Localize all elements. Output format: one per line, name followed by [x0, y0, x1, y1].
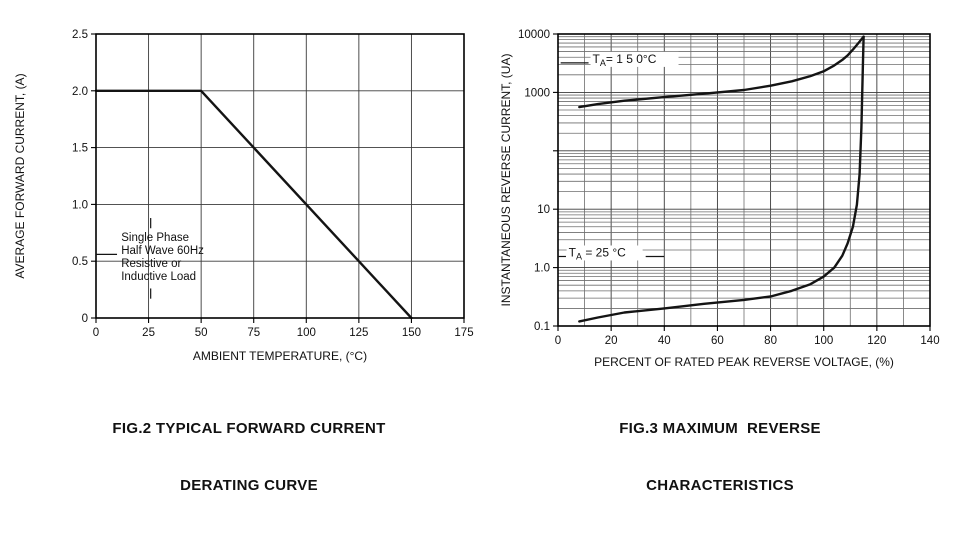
x-tick-label: 60 — [711, 335, 724, 347]
fig2-caption: FIG.2 TYPICAL FORWARD CURRENT DERATING C… — [112, 381, 385, 533]
series-reverse-current-ta-25c — [578, 35, 865, 323]
x-tick-label: 150 — [402, 327, 421, 339]
y-axis-label: INSTANTANEOUS REVERSE CURRENT, (UA) — [499, 54, 513, 307]
datasheet-figures-page: 0 25 50 75 100 125 150 175 0 0.5 1.0 1.5 2.0 2.5 AMBIE… — [13, 29, 940, 494]
y-tick-label: 0.5 — [72, 256, 88, 268]
x-tick-label: 175 — [454, 327, 473, 339]
x-tick-label: 20 — [605, 335, 618, 347]
series-reverse-current-ta-150c — [578, 35, 865, 109]
y-tick-label: 1.0 — [72, 199, 88, 211]
x-tick-label: 75 — [247, 327, 260, 339]
x-axis-label: AMBIENT TEMPERATURE, (°C) — [193, 349, 367, 363]
fig2-caption-line1: FIG.2 TYPICAL FORWARD CURRENT — [112, 420, 386, 437]
annotation-line: Resistive or — [121, 258, 181, 270]
y-tick-label: 2.5 — [72, 29, 88, 41]
x-tick-label: 25 — [142, 327, 155, 339]
x-axis-label: PERCENT OF RATED PEAK REVERSE VOLTAGE, (… — [594, 355, 894, 369]
x-tick-label: 100 — [814, 335, 833, 347]
y-tick-label: 10000 — [518, 29, 550, 41]
annotation-line: Inductive Load — [121, 271, 196, 283]
annotation-line: Half Wave 60Hz — [121, 245, 204, 257]
y-tick-label: 10 — [537, 204, 550, 216]
x-tick-label: 125 — [349, 327, 368, 339]
y-axis-label: AVERAGE FORWARD CURRENT, (A) — [13, 73, 27, 278]
fig3-caption-line2: CHARACTERISTICS — [646, 477, 794, 494]
x-tick-label: 120 — [867, 335, 886, 347]
y-tick-label: 2.0 — [72, 86, 88, 98]
x-tick-label: 0 — [555, 335, 561, 347]
x-tick-label: 0 — [93, 327, 99, 339]
fig2-caption-line2: DERATING CURVE — [180, 477, 318, 494]
fig3-reverse-plot: 0 20 40 60 80 100 120 140 0.1 1.0 10 1000 10000 PERCE… — [499, 29, 940, 369]
fig2-derating-plot: 0 25 50 75 100 125 150 175 0 0.5 1.0 1.5 2.0 2.5 AMBIE… — [13, 29, 474, 363]
curve-label: TA= 1 5 0°C — [593, 52, 657, 68]
fig2-derating-figure: 0 25 50 75 100 125 150 175 0 0.5 1.0 1.5 2.0 2.5 AMBIE… — [4, 6, 494, 533]
x-tick-label: 100 — [297, 327, 316, 339]
annotation-line: Single Phase — [121, 232, 189, 244]
plot-area: 0 20 40 60 80 100 120 140 0.1 1.0 10 1000 10000 PERCE… — [499, 29, 940, 369]
y-tick-label: 1.0 — [534, 263, 550, 275]
x-tick-label: 50 — [195, 327, 208, 339]
y-tick-label: 0.1 — [534, 321, 550, 333]
plot-area: 0 25 50 75 100 125 150 175 0 0.5 1.0 1.5 2.0 2.5 AMBIE… — [13, 29, 474, 363]
series-forward-current-derating — [94, 89, 413, 320]
y-tick-label: 1.5 — [72, 143, 88, 155]
fig3-caption-line1: FIG.3 MAXIMUM REVERSE — [619, 420, 821, 437]
x-tick-label: 40 — [658, 335, 671, 347]
fig3-reverse-figure: 0 20 40 60 80 100 120 140 0.1 1.0 10 1000 10000 PERCE… — [494, 6, 946, 533]
curve-label: TA = 25 °C — [569, 245, 627, 261]
y-tick-label: 1000 — [524, 87, 550, 99]
fig3-caption: FIG.3 MAXIMUM REVERSE CHARACTERISTICS — [619, 381, 821, 533]
x-tick-label: 80 — [764, 335, 777, 347]
x-tick-label: 140 — [920, 335, 939, 347]
y-tick-label: 0 — [82, 313, 88, 325]
